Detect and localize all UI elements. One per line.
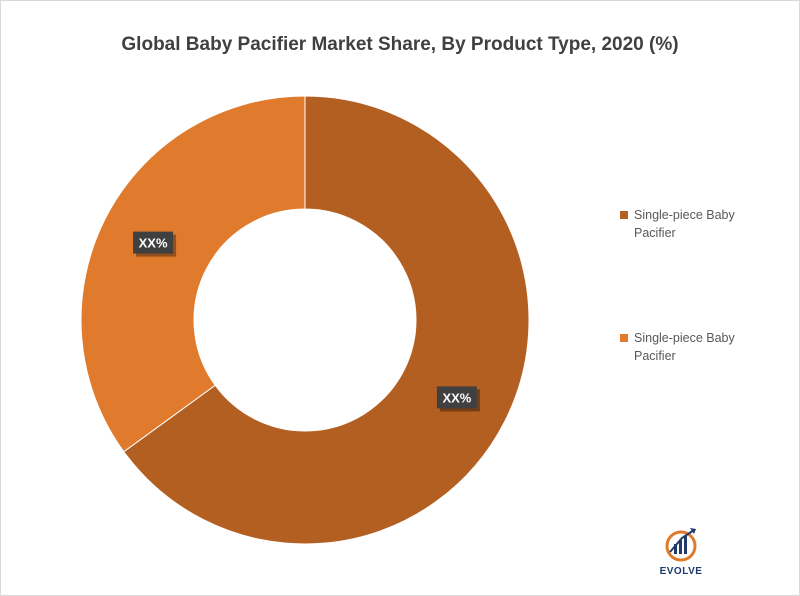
- legend-item: Single-piece Baby Pacifier: [620, 206, 770, 242]
- legend-swatch: [620, 334, 628, 342]
- chart-title: Global Baby Pacifier Market Share, By Pr…: [121, 34, 679, 55]
- legend-item: Single-piece Baby Pacifier: [620, 329, 770, 365]
- donut-slice: [123, 95, 530, 545]
- legend-swatch: [620, 211, 628, 219]
- evolve-chart-logo-icon: [665, 528, 697, 562]
- legend-label: Single-piece Baby Pacifier: [634, 208, 735, 240]
- data-label: XX%: [133, 231, 177, 257]
- legend-label: Single-piece Baby Pacifier: [634, 331, 735, 363]
- chart-legend: Single-piece Baby Pacifier Single-piece …: [620, 206, 770, 365]
- data-label: XX%: [436, 386, 480, 412]
- evolve-logo: EVOLVE: [646, 522, 716, 582]
- logo-text: EVOLVE: [659, 566, 703, 577]
- data-label-text: XX%: [139, 236, 168, 251]
- donut-slice: [80, 95, 306, 453]
- data-label-text: XX%: [442, 390, 471, 405]
